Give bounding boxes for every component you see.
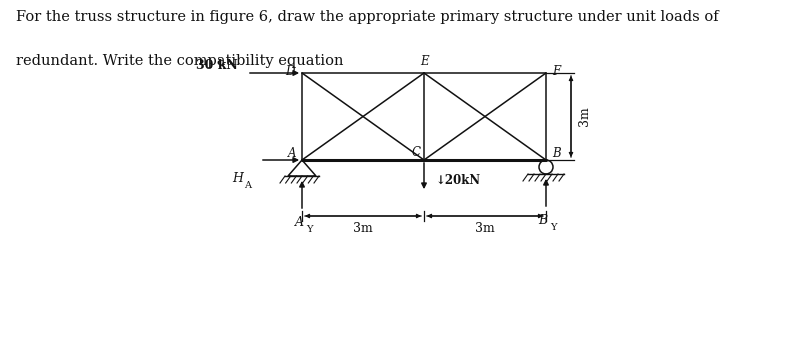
Text: A: A xyxy=(287,146,296,160)
Text: ↓20kN: ↓20kN xyxy=(435,173,480,187)
Text: 3m: 3m xyxy=(353,221,373,235)
Text: H: H xyxy=(232,171,243,185)
Text: 30 kN: 30 kN xyxy=(196,58,238,72)
Text: For the truss structure in figure 6, draw the appropriate primary structure unde: For the truss structure in figure 6, dra… xyxy=(16,10,718,24)
Text: E: E xyxy=(419,54,428,68)
Text: B: B xyxy=(538,215,547,227)
Text: A: A xyxy=(294,217,303,230)
Text: B: B xyxy=(551,146,560,160)
Text: 3m: 3m xyxy=(475,221,495,235)
Text: Y: Y xyxy=(305,224,312,234)
Text: D: D xyxy=(285,65,295,77)
Text: 3m: 3m xyxy=(578,106,591,126)
Text: A: A xyxy=(244,180,251,190)
Text: F: F xyxy=(551,65,560,77)
Text: Y: Y xyxy=(549,222,556,232)
Text: C: C xyxy=(411,145,420,159)
Text: redundant. Write the compatibility equation: redundant. Write the compatibility equat… xyxy=(16,54,343,68)
